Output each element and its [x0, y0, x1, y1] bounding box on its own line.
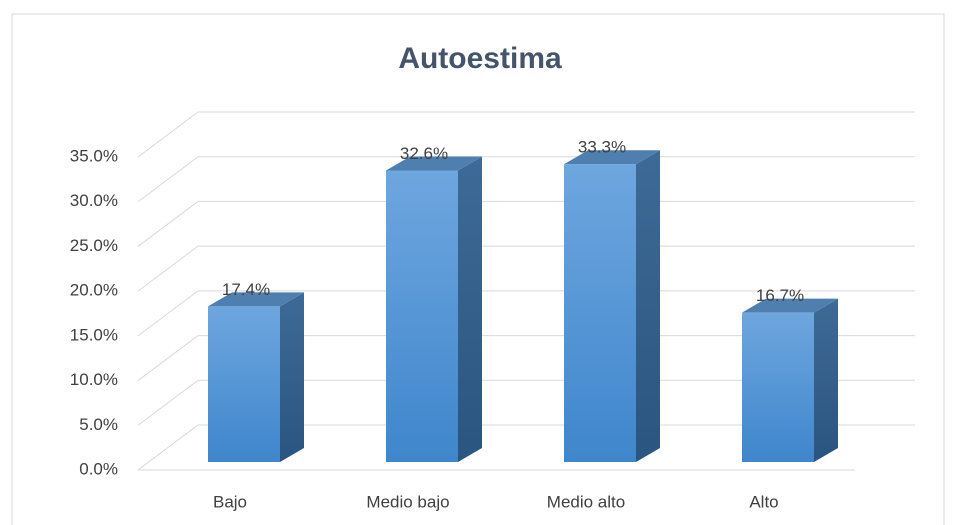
grid-line [137, 424, 199, 471]
x-tick-label: Alto [749, 492, 778, 511]
bar-front [742, 312, 814, 462]
y-tick-label: 10.0% [70, 370, 118, 389]
bar-top [208, 292, 304, 307]
bar-front [564, 164, 636, 462]
x-tick-label: Bajo [213, 492, 247, 511]
x-tick-label: Medio bajo [366, 492, 449, 511]
y-tick-label: 0.0% [79, 459, 118, 478]
x-tick-label: Medio alto [547, 492, 625, 511]
bar-side [280, 292, 304, 462]
bar-top [742, 298, 838, 313]
y-tick-label: 20.0% [70, 281, 118, 300]
y-tick-label: 30.0% [70, 191, 118, 210]
grid-line [137, 290, 199, 337]
grid-line [137, 335, 199, 381]
bar [742, 298, 838, 462]
bar [208, 292, 304, 462]
data-label: 17.4% [222, 280, 270, 299]
grid-line [137, 245, 199, 292]
bar-front [386, 170, 458, 462]
bar-side [458, 156, 482, 462]
bar-side [814, 298, 838, 462]
data-label: 16.7% [756, 286, 804, 305]
bar [564, 150, 660, 462]
bar-top [564, 150, 660, 165]
bar [386, 156, 482, 462]
y-tick-label: 25.0% [70, 236, 118, 255]
bar-top [386, 156, 482, 171]
bar-front [208, 306, 280, 462]
data-label: 32.6% [400, 144, 448, 163]
y-tick-label: 35.0% [70, 146, 118, 165]
y-tick-label: 15.0% [70, 325, 118, 344]
grid-line [137, 201, 199, 247]
data-label: 33.3% [578, 138, 626, 157]
chart-title: Autoestima [398, 42, 562, 75]
grid-line [137, 156, 199, 203]
bar-side [636, 150, 660, 462]
y-tick-label: 5.0% [79, 415, 118, 434]
grid-line [137, 111, 199, 158]
grid-line [137, 379, 199, 426]
